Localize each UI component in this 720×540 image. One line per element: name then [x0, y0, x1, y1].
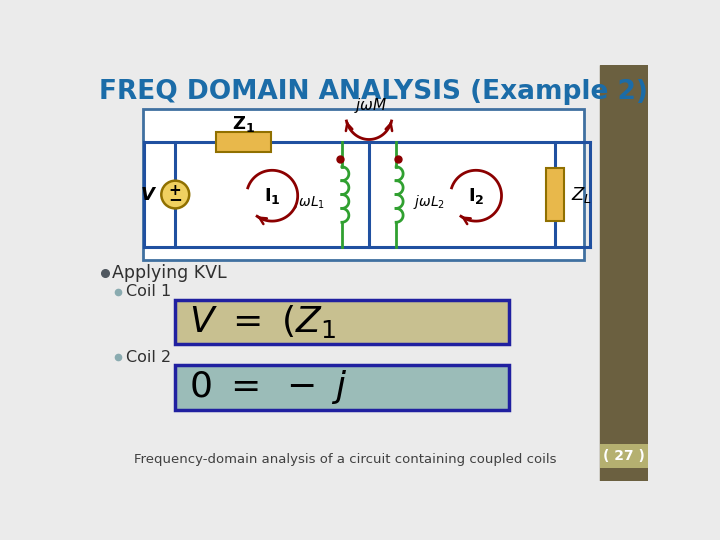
Text: FREQ DOMAIN ANALYSIS (Example 2): FREQ DOMAIN ANALYSIS (Example 2) [99, 79, 648, 105]
Text: V: V [140, 186, 154, 204]
Text: ( 27 ): ( 27 ) [603, 449, 645, 463]
Text: +: + [169, 183, 181, 198]
Circle shape [161, 181, 189, 208]
Bar [175, 300, 508, 345]
Text: −: − [168, 190, 182, 208]
Text: Coil 1: Coil 1 [126, 285, 171, 300]
Text: $j\omega M$: $j\omega M$ [354, 96, 387, 115]
Text: Frequency-domain analysis of a circuit containing coupled coils: Frequency-domain analysis of a circuit c… [135, 453, 557, 465]
Bar [216, 132, 271, 152]
Text: $\mathit{0}\ =\ -\ \mathit{j}$: $\mathit{0}\ =\ -\ \mathit{j}$ [189, 368, 348, 407]
Text: $\mathit{V}\ =\ \mathit{(Z_1}$: $\mathit{V}\ =\ \mathit{(Z_1}$ [189, 303, 336, 341]
Bar [546, 167, 564, 221]
Text: $Z_L$: $Z_L$ [571, 185, 593, 205]
Text: $j\omega L_2$: $j\omega L_2$ [413, 193, 445, 211]
Text: $\mathbf{Z_1}$: $\mathbf{Z_1}$ [232, 114, 255, 134]
Bar [600, 65, 648, 481]
Text: $\mathbf{I_2}$: $\mathbf{I_2}$ [467, 186, 485, 206]
Bar [175, 365, 508, 410]
Text: Coil 2: Coil 2 [126, 350, 171, 365]
Text: $\mathbf{I_1}$: $\mathbf{I_1}$ [264, 186, 281, 206]
Text: Applying KVL: Applying KVL [112, 264, 227, 282]
Bar [600, 444, 648, 468]
Text: $j\omega L_1$: $j\omega L_1$ [293, 193, 325, 211]
Bar [143, 109, 585, 260]
